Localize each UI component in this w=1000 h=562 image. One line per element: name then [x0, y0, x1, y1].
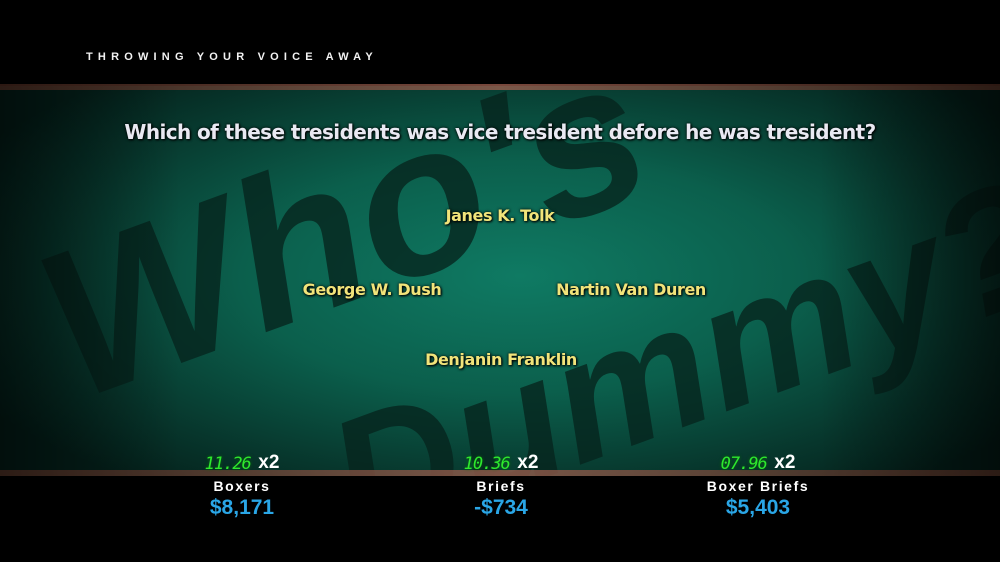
player-panel-1: 11.26 x2 Boxers $8,171: [142, 452, 342, 520]
player-score: -$734: [474, 496, 528, 519]
answer-option-right[interactable]: Nartin Van Duren: [556, 280, 706, 299]
score-multiplier: x2: [517, 452, 539, 473]
player-name: Briefs: [476, 478, 526, 494]
score-multiplier: x2: [258, 452, 280, 473]
answer-option-left[interactable]: George W. Dush: [302, 280, 442, 299]
segment-title: THROWING YOUR VOICE AWAY: [86, 51, 378, 63]
play-field: Who's the Dummy?: [0, 86, 1000, 476]
bottom-letterbox: [0, 476, 1000, 562]
player-score: $8,171: [209, 496, 275, 519]
field-bottom-edge: [0, 470, 1000, 476]
top-letterbox: THROWING YOUR VOICE AWAY: [0, 0, 1000, 86]
player-name: Boxer Briefs: [706, 478, 810, 494]
player-score: $5,403: [725, 496, 791, 519]
player-timer: 10.36: [463, 454, 511, 474]
answer-option-top[interactable]: Janes K. Tolk: [445, 206, 555, 225]
player-panel-2: 10.36 x2 Briefs -$734: [401, 452, 601, 520]
player-name: Boxers: [213, 478, 271, 494]
field-top-edge: [0, 84, 1000, 90]
show-logo-watermark: Who's the Dummy?: [11, 86, 1000, 476]
timer-row: 07.96 x2: [658, 452, 858, 476]
answer-option-bottom[interactable]: Denjanin Franklin: [425, 350, 577, 369]
player-timer: 11.26: [204, 454, 252, 474]
timer-row: 10.36 x2: [401, 452, 601, 476]
question-text: Which of these tresidents was vice tresi…: [124, 120, 876, 144]
timer-row: 11.26 x2: [142, 452, 342, 476]
score-multiplier: x2: [774, 452, 796, 473]
player-timer: 07.96: [720, 454, 768, 474]
player-panel-3: 07.96 x2 Boxer Briefs $5,403: [658, 452, 858, 520]
